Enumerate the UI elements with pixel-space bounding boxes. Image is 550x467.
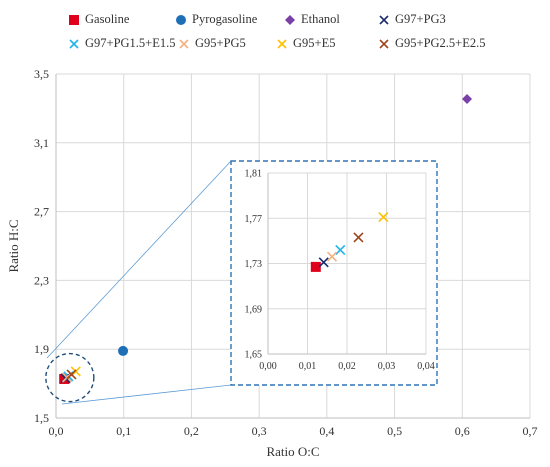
y-tick-label: 2,7 [34,205,49,219]
zoom-callout [45,160,232,405]
inset-data-point [326,251,338,262]
main-tick-labels: 0,0 0,1 0,2 0,3 0,4 0,5 0,6 0,7 1,5 1,9 2,3 2,7 3,1 3… [34,67,538,438]
x-tick-label: 0,6 [455,424,470,438]
legend-label-g97-pg3: G97+PG3 [395,12,446,26]
x-axis-label: Ratio O:C [266,444,319,459]
inset-x-tick-label: 0,04 [417,361,435,372]
legend-item-gasoline: Gasoline [68,12,129,27]
data-point [462,93,473,104]
inset-data-point [335,244,346,255]
legend-label-g95-pg5: G95+PG5 [195,36,246,50]
inset-y-tick-label: 1,81 [245,169,263,180]
circle-marker-icon [176,14,186,25]
data-point [61,372,73,383]
x-tick-label: 0,0 [49,424,64,438]
inset-y-tick-label: 1,73 [245,259,263,270]
inset-data-point [378,212,389,223]
x-marker-icon [379,14,389,25]
y-tick-label: 3,5 [34,67,49,81]
square-marker-icon [69,14,79,25]
legend-label-g97-pg1.5-e1.5: G97+PG1.5+E1.5 [85,36,176,50]
legend-item-g97-pg3: G97+PG3 [378,12,446,27]
x-tick-label: 0,4 [319,424,334,438]
legend: Gasoline Pyrogasoline Ethanol G97+PG3 G9… [0,0,550,60]
legend-item-g95-e5: G95+E5 [276,36,335,51]
legend-label-ethanol: Ethanol [301,12,340,26]
x-tick-label: 0,7 [523,424,538,438]
y-tick-label: 3,1 [34,136,49,150]
y-tick-label: 1,9 [34,342,49,356]
zoom-connector-line [46,160,232,359]
inset-x-tick-label: 0,03 [378,361,396,372]
inset-frame [230,160,438,386]
x-tick-label: 0,1 [116,424,131,438]
legend-item-g95-pg2.5-e2.5: G95+PG2.5+E2.5 [378,36,486,51]
legend-label-g95-pg2.5-e2.5: G95+PG2.5+E2.5 [395,36,486,50]
data-point [118,345,129,356]
y-axis-label: Ratio H:C [6,219,21,272]
legend-item-g95-pg5: G95+PG5 [178,36,246,51]
legend-label-pyrogasoline: Pyrogasoline [192,12,258,26]
inset-data-point [310,261,321,272]
inset-chart: 0,00 0,01 0,02 0,03 0,04 1,65 1,69 1,73 1,77 1,81 [230,160,438,386]
legend-item-g97-pg1.5-e1.5: G97+PG1.5+E1.5 [68,36,176,51]
inset-y-tick-label: 1,69 [245,304,263,315]
y-tick-label: 1,5 [34,411,49,425]
inset-x-tick-label: 0,00 [259,361,277,372]
legend-label-g95-e5: G95+E5 [293,36,336,50]
x-tick-label: 0,5 [387,424,402,438]
inset-y-tick-label: 1,77 [245,214,263,225]
legend-item-pyrogasoline: Pyrogasoline [175,12,257,27]
inset-data-point [353,232,364,243]
x-marker-icon [379,38,389,49]
main-axes [55,74,530,419]
y-tick-label: 2,3 [34,273,49,287]
inset-y-tick-label: 1,65 [245,350,263,361]
zoom-connector-line [61,384,232,405]
main-data-points [59,93,473,384]
x-marker-icon [179,38,189,49]
x-tick-label: 0,3 [252,424,267,438]
inset-data-point [318,257,329,268]
x-marker-icon [277,38,287,49]
legend-item-ethanol: Ethanol [284,12,340,27]
data-point [70,366,81,377]
legend-label-gasoline: Gasoline [85,12,130,26]
diamond-marker-icon [285,14,295,25]
zoom-circle [45,352,95,403]
inset-x-tick-label: 0,01 [299,361,317,372]
inset-x-tick-label: 0,02 [338,361,356,372]
data-point [66,369,77,380]
x-tick-label: 0,2 [184,424,199,438]
x-marker-icon [69,38,79,49]
